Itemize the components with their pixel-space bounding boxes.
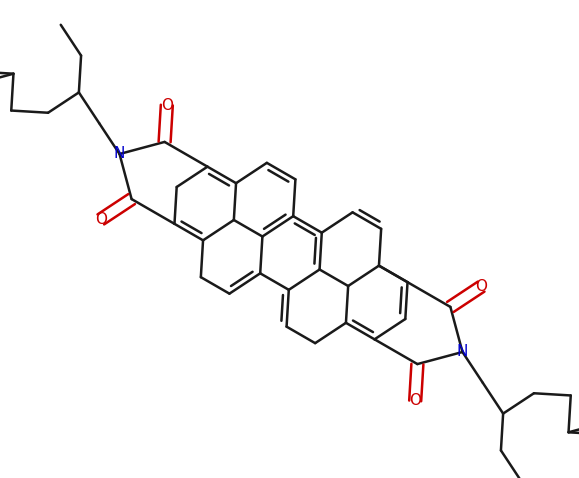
Text: O: O bbox=[409, 393, 421, 408]
Text: O: O bbox=[95, 212, 107, 227]
Text: O: O bbox=[475, 279, 487, 294]
Text: N: N bbox=[457, 345, 468, 359]
Text: O: O bbox=[161, 98, 173, 113]
Text: N: N bbox=[114, 146, 125, 162]
